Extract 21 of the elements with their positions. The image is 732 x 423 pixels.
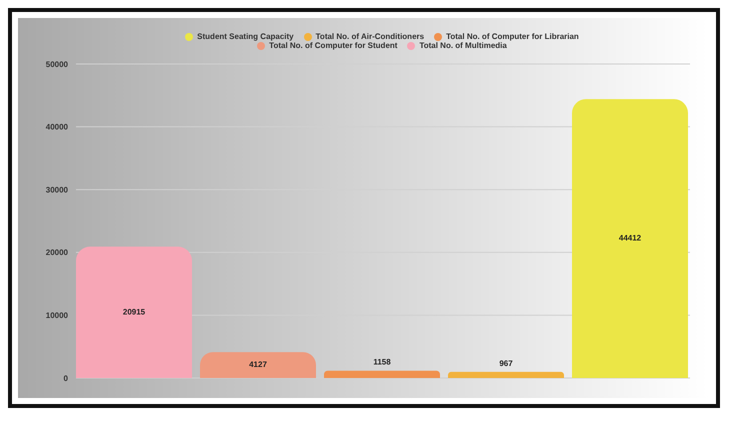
legend-label: Total No. of Air-Conditioners [316,32,424,41]
bar [572,99,688,378]
y-tick-label: 20000 [46,248,69,258]
data-label: 4127 [249,360,268,370]
y-tick-label: 50000 [46,60,69,69]
y-tick-label: 40000 [46,122,69,132]
data-label: 20915 [122,307,146,316]
y-tick-label: 30000 [46,185,69,194]
data-label: 1158 [373,358,392,367]
bar [324,370,440,378]
legend-label: Total No. of Computer for Librarian [446,32,579,41]
legend-label: Total No. of Computer for Student [269,41,398,50]
data-label: 967 [499,358,514,368]
bar [200,352,316,378]
y-tick-label: 0 [64,374,69,383]
bar [76,246,192,378]
legend-label: Student Seating Capacity [197,32,294,41]
data-label: 44412 [618,234,642,243]
y-tick-label: 10000 [46,311,69,320]
bar [448,372,564,378]
legend-label: Total No. of Multimedia [419,41,507,50]
